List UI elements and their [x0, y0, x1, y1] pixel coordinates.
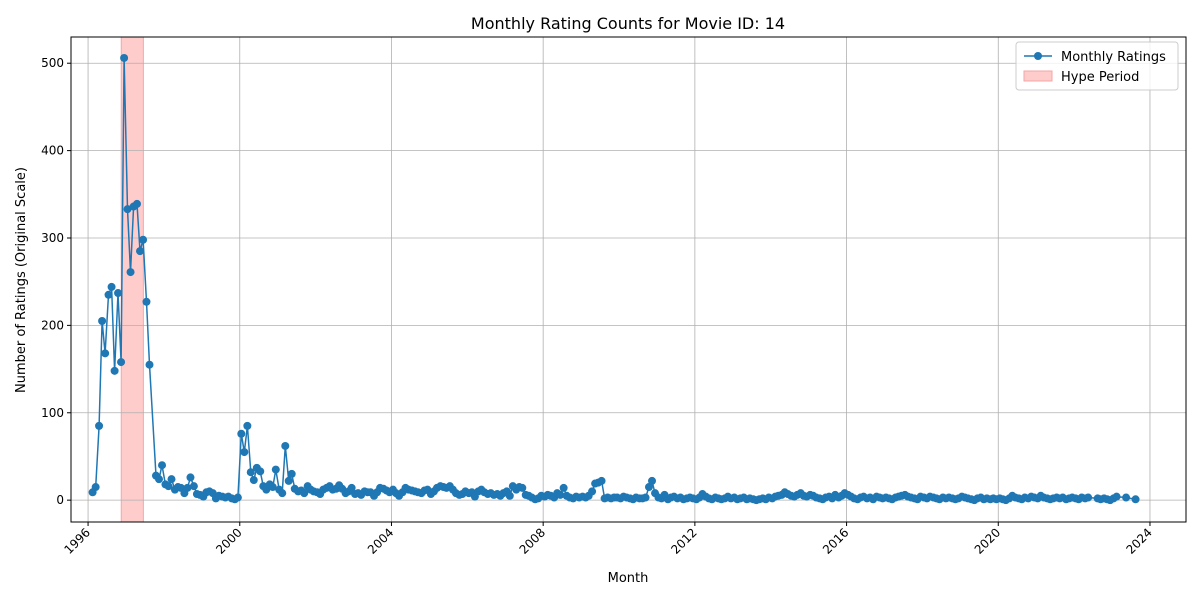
- data-point: [154, 475, 163, 484]
- data-point: [249, 476, 258, 485]
- data-point: [556, 490, 565, 499]
- data-point: [278, 489, 287, 498]
- grid-layer: [71, 37, 1186, 522]
- legend-box: [1015, 41, 1179, 91]
- data-point: [98, 317, 107, 326]
- data-point: [142, 297, 151, 306]
- data-point: [123, 205, 132, 214]
- data-point: [120, 53, 129, 62]
- data-point: [1122, 493, 1131, 502]
- data-point: [183, 483, 192, 492]
- data-point: [648, 476, 657, 485]
- data-point: [136, 247, 145, 256]
- y-tick-label: 500: [41, 56, 64, 70]
- data-point: [107, 282, 116, 291]
- data-point: [641, 493, 650, 502]
- data-point: [644, 483, 653, 492]
- data-point: [240, 448, 249, 457]
- series-layer: [88, 53, 1140, 505]
- chart-title: Monthly Rating Counts for Movie ID: 14: [471, 14, 785, 33]
- data-point: [132, 199, 141, 208]
- y-axis-label: Number of Ratings (Original Scale): [14, 167, 29, 393]
- y-tick-label: 0: [56, 493, 64, 507]
- plot-frame: [70, 36, 1187, 523]
- data-point: [284, 476, 293, 485]
- legend-patch-swatch: [1023, 70, 1053, 82]
- data-point: [145, 360, 154, 369]
- y-tick-label: 200: [41, 318, 64, 332]
- data-point: [189, 482, 198, 491]
- data-point: [505, 491, 514, 500]
- data-point: [597, 476, 606, 485]
- y-tick-label: 100: [41, 406, 64, 420]
- data-point: [518, 483, 527, 492]
- data-point: [110, 366, 119, 375]
- data-point: [243, 421, 252, 430]
- data-point: [164, 482, 173, 491]
- data-point: [1112, 492, 1121, 501]
- data-point: [287, 469, 296, 478]
- data-point: [101, 349, 110, 358]
- data-point: [95, 421, 104, 430]
- data-point: [139, 235, 148, 244]
- data-point: [158, 461, 167, 470]
- data-point: [114, 289, 123, 298]
- data-point: [268, 483, 277, 492]
- data-point: [281, 441, 290, 450]
- data-point: [1084, 493, 1093, 502]
- y-tick-label: 400: [41, 144, 64, 158]
- data-point: [246, 468, 255, 477]
- data-point: [117, 358, 126, 367]
- legend: Monthly Ratings Hype Period: [1015, 41, 1179, 91]
- data-point: [559, 483, 568, 492]
- y-tick-label: 300: [41, 231, 64, 245]
- data-point: [300, 489, 309, 498]
- data-point: [104, 290, 113, 299]
- data-point: [271, 465, 280, 474]
- data-point: [347, 483, 356, 492]
- data-point: [237, 429, 246, 438]
- legend-marker-swatch: [1034, 52, 1042, 60]
- data-point: [186, 473, 195, 482]
- data-point: [1131, 495, 1140, 504]
- data-point: [233, 493, 242, 502]
- data-point: [588, 487, 597, 496]
- data-point: [91, 483, 100, 492]
- x-axis-label: Month: [608, 571, 649, 586]
- data-point: [126, 268, 135, 277]
- data-point: [167, 475, 176, 484]
- legend-label-shade: Hype Period: [1061, 70, 1139, 85]
- data-point: [256, 467, 265, 476]
- legend-label-series: Monthly Ratings: [1061, 50, 1166, 65]
